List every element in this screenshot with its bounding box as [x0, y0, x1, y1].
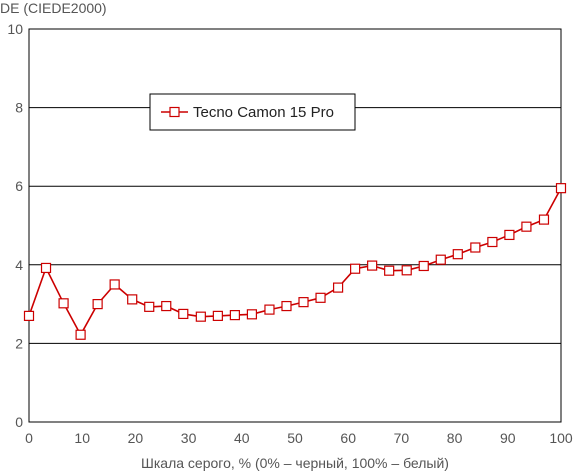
- y-tick-label: 2: [15, 335, 23, 351]
- x-tick-label: 20: [128, 430, 144, 446]
- x-tick-label: 30: [181, 430, 197, 446]
- plot-area-frame: [28, 28, 562, 423]
- x-tick-label: 60: [340, 430, 356, 446]
- data-point: [521, 221, 532, 232]
- data-point: [109, 279, 120, 290]
- data-point: [418, 260, 429, 272]
- y-tick-label: 0: [15, 414, 23, 430]
- data-point: [127, 294, 138, 305]
- data-point: [58, 298, 69, 309]
- legend: Tecno Camon 15 Pro: [149, 93, 356, 131]
- x-tick-label: 70: [394, 430, 410, 446]
- x-tick-label: 80: [447, 430, 463, 446]
- data-point: [178, 308, 189, 320]
- x-axis-ticks: 0 10 20 30 40 50 60 70 80 90 100: [25, 430, 573, 446]
- data-point: [384, 265, 395, 276]
- data-point: [161, 300, 172, 312]
- data-point: [367, 260, 378, 271]
- y-tick-label: 10: [7, 21, 23, 37]
- x-tick-label: 100: [549, 430, 573, 446]
- data-point: [470, 242, 481, 253]
- data-point: [452, 249, 463, 260]
- data-point: [332, 282, 344, 293]
- data-point: [538, 214, 550, 225]
- legend-label: Tecno Camon 15 Pro: [193, 104, 334, 121]
- data-point: [435, 254, 446, 265]
- data-point: [555, 183, 567, 194]
- x-axis-label: Шкала серого, % (0% – черный, 100% – бел…: [141, 455, 449, 471]
- x-tick-label: 90: [500, 430, 516, 446]
- data-point: [504, 229, 515, 241]
- data-point: [23, 310, 35, 321]
- data-point: [92, 299, 103, 310]
- y-axis-label: DE (CIEDE2000): [0, 0, 107, 16]
- data-point: [264, 304, 275, 315]
- y-tick-label: 4: [15, 257, 23, 273]
- x-tick-label: 0: [25, 430, 33, 446]
- x-tick-label: 40: [234, 430, 250, 446]
- legend-marker-swatch: [169, 106, 180, 118]
- y-tick-label: 8: [15, 100, 23, 116]
- data-point: [229, 310, 240, 321]
- data-point: [144, 301, 155, 312]
- y-tick-label: 6: [15, 178, 23, 194]
- data-point: [246, 309, 258, 320]
- data-point: [281, 300, 292, 312]
- data-point: [487, 236, 498, 248]
- grid-lines: [29, 107, 561, 344]
- data-point: [75, 329, 86, 340]
- data-point: [401, 265, 412, 276]
- y-axis-ticks: 0 2 4 6 8 10: [7, 21, 23, 430]
- series-layer: [23, 183, 567, 340]
- data-point: [195, 311, 206, 322]
- data-point: [40, 262, 52, 274]
- data-point: [298, 297, 309, 308]
- data-point: [350, 263, 361, 274]
- series-line: [28, 187, 562, 336]
- data-point: [212, 310, 223, 321]
- data-point: [315, 292, 326, 303]
- x-tick-label: 10: [74, 430, 90, 446]
- x-tick-label: 50: [287, 430, 303, 446]
